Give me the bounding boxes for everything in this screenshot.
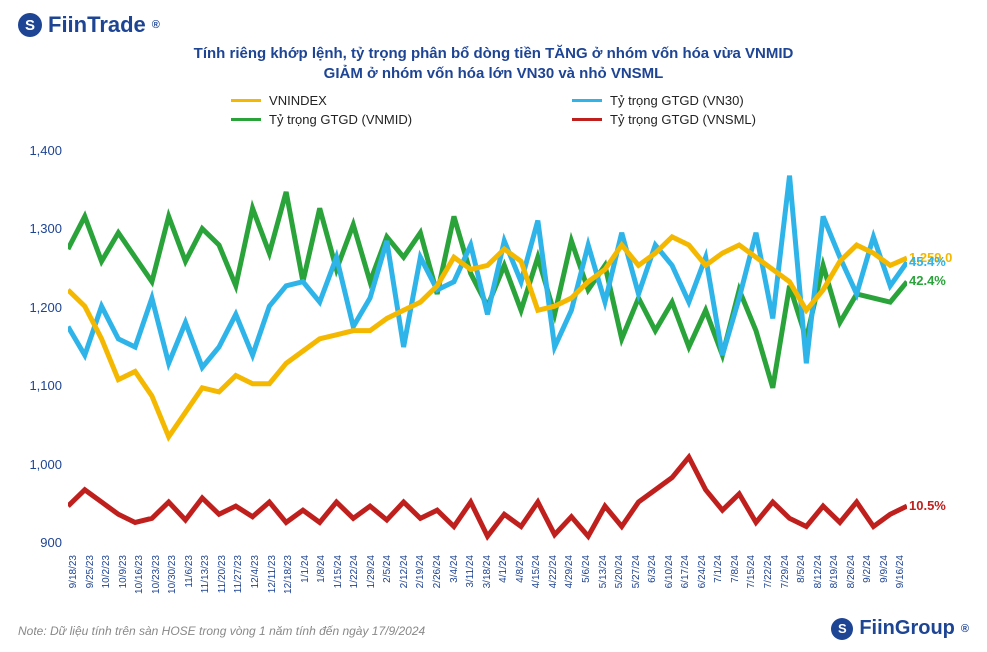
x-tick: 6/10/24: [664, 555, 675, 588]
x-tick: 1/29/24: [366, 555, 377, 588]
legend-item-vnindex: VNINDEX: [231, 93, 412, 108]
x-tick: 11/6/23: [184, 555, 195, 588]
end-label-vnmid: 42.4%: [909, 273, 946, 288]
x-tick: 5/27/24: [631, 555, 642, 588]
x-tick: 10/23/23: [151, 555, 162, 594]
legend-col-right: Tỷ trọng GTGD (VN30) Tỷ trọng GTGD (VNSM…: [572, 93, 756, 127]
x-tick: 10/9/23: [118, 555, 129, 588]
x-tick: 8/19/24: [829, 555, 840, 588]
x-tick: 1/8/24: [316, 555, 327, 583]
x-tick: 5/13/24: [598, 555, 609, 588]
end-value-labels: 1,259.045.4%42.4%10.5%: [909, 143, 965, 551]
swatch-vnsml: [572, 118, 602, 121]
chart-footnote: Note: Dữ liệu tính trên sàn HOSE trong v…: [18, 624, 425, 638]
legend-item-vn30: Tỷ trọng GTGD (VN30): [572, 93, 756, 108]
x-tick: 9/2/24: [862, 555, 873, 583]
legend-col-left: VNINDEX Tỷ trọng GTGD (VNMID): [231, 93, 412, 127]
x-tick: 10/16/23: [134, 555, 145, 594]
x-tick: 1/15/24: [333, 555, 344, 588]
plot-area: [68, 143, 907, 551]
end-label-vn30: 45.4%: [909, 254, 946, 269]
end-label-vnsml: 10.5%: [909, 498, 946, 513]
x-tick: 9/25/23: [85, 555, 96, 588]
swatch-vnindex: [231, 99, 261, 102]
x-tick: 10/30/23: [167, 555, 178, 594]
x-tick: 5/20/24: [614, 555, 625, 588]
x-tick: 4/8/24: [515, 555, 526, 583]
legend-item-vnsml: Tỷ trọng GTGD (VNSML): [572, 112, 756, 127]
x-tick: 2/19/24: [415, 555, 426, 588]
y-tick: 1,400: [18, 143, 62, 158]
series-vnsml: [68, 457, 907, 536]
brand-bottom: S FiinGroup ®: [831, 617, 969, 640]
brand-logo-icon: S: [18, 13, 42, 37]
x-tick: 11/20/23: [217, 555, 228, 593]
x-tick: 12/18/23: [283, 555, 294, 594]
swatch-vn30: [572, 99, 602, 102]
x-tick: 3/11/24: [465, 555, 476, 588]
legend-label-vnsml: Tỷ trọng GTGD (VNSML): [610, 112, 756, 127]
legend-label-vnmid: Tỷ trọng GTGD (VNMID): [269, 112, 412, 127]
x-tick: 6/3/24: [647, 555, 658, 583]
y-tick: 1,300: [18, 221, 62, 236]
x-tick: 6/17/24: [680, 555, 691, 588]
chart-title: Tính riêng khớp lệnh, tỷ trọng phân bổ d…: [18, 44, 969, 85]
y-tick: 900: [18, 535, 62, 550]
x-tick: 8/5/24: [796, 555, 807, 583]
x-axis-labels: 9/18/23 9/25/23 10/2/23 10/9/23 10/16/23 10/2…: [68, 555, 907, 611]
x-tick: 11/13/23: [200, 555, 211, 593]
series-vnmid: [68, 191, 907, 387]
brand-logo-icon-bottom: S: [831, 618, 853, 640]
x-tick: 7/15/24: [746, 555, 757, 588]
x-tick: 8/26/24: [846, 555, 857, 588]
brand-top-text: FiinTrade: [48, 12, 146, 38]
x-tick: 8/12/24: [813, 555, 824, 588]
x-tick: 3/4/24: [449, 555, 460, 583]
x-tick: 7/22/24: [763, 555, 774, 588]
x-tick: 1/22/24: [349, 555, 360, 588]
x-tick: 4/29/24: [564, 555, 575, 588]
brand-bottom-text: FiinGroup: [859, 617, 955, 640]
x-tick: 4/15/24: [531, 555, 542, 588]
x-tick: 3/18/24: [482, 555, 493, 588]
chart-legend: VNINDEX Tỷ trọng GTGD (VNMID) Tỷ trọng G…: [18, 93, 969, 127]
x-tick: 7/29/24: [780, 555, 791, 588]
x-tick: 11/27/23: [233, 555, 244, 593]
x-tick: 7/8/24: [730, 555, 741, 583]
x-tick: 4/22/24: [548, 555, 559, 588]
x-tick: 9/18/23: [68, 555, 79, 588]
legend-item-vnmid: Tỷ trọng GTGD (VNMID): [231, 112, 412, 127]
title-line-1: Tính riêng khớp lệnh, tỷ trọng phân bổ d…: [18, 44, 969, 64]
x-tick: 12/4/23: [250, 555, 261, 588]
x-tick: 2/26/24: [432, 555, 443, 588]
swatch-vnmid: [231, 118, 261, 121]
x-tick: 9/16/24: [895, 555, 906, 588]
y-axis-labels: 1,400 1,300 1,200 1,100 1,000 900: [18, 143, 62, 551]
y-tick: 1,100: [18, 378, 62, 393]
x-tick: 10/2/23: [101, 555, 112, 588]
brand-reg-bottom: ®: [961, 623, 969, 635]
x-tick: 1/1/24: [300, 555, 311, 583]
brand-top: S FiinTrade ®: [18, 12, 969, 38]
x-tick: 7/1/24: [713, 555, 724, 583]
legend-label-vn30: Tỷ trọng GTGD (VN30): [610, 93, 744, 108]
legend-label-vnindex: VNINDEX: [269, 93, 327, 108]
x-tick: 6/24/24: [697, 555, 708, 588]
x-tick: 12/11/23: [267, 555, 278, 593]
x-tick: 9/9/24: [879, 555, 890, 583]
chart-svg: [68, 143, 907, 551]
y-tick: 1,000: [18, 457, 62, 472]
x-tick: 4/1/24: [498, 555, 509, 583]
x-tick: 2/5/24: [382, 555, 393, 583]
x-tick: 5/6/24: [581, 555, 592, 583]
y-tick: 1,200: [18, 300, 62, 315]
chart-area: 1,400 1,300 1,200 1,100 1,000 900 9/18/23 9/25…: [18, 131, 969, 611]
brand-reg: ®: [152, 19, 160, 31]
x-tick: 2/12/24: [399, 555, 410, 588]
title-line-2: GIẢM ở nhóm vốn hóa lớn VN30 và nhỏ VNSM…: [18, 64, 969, 84]
